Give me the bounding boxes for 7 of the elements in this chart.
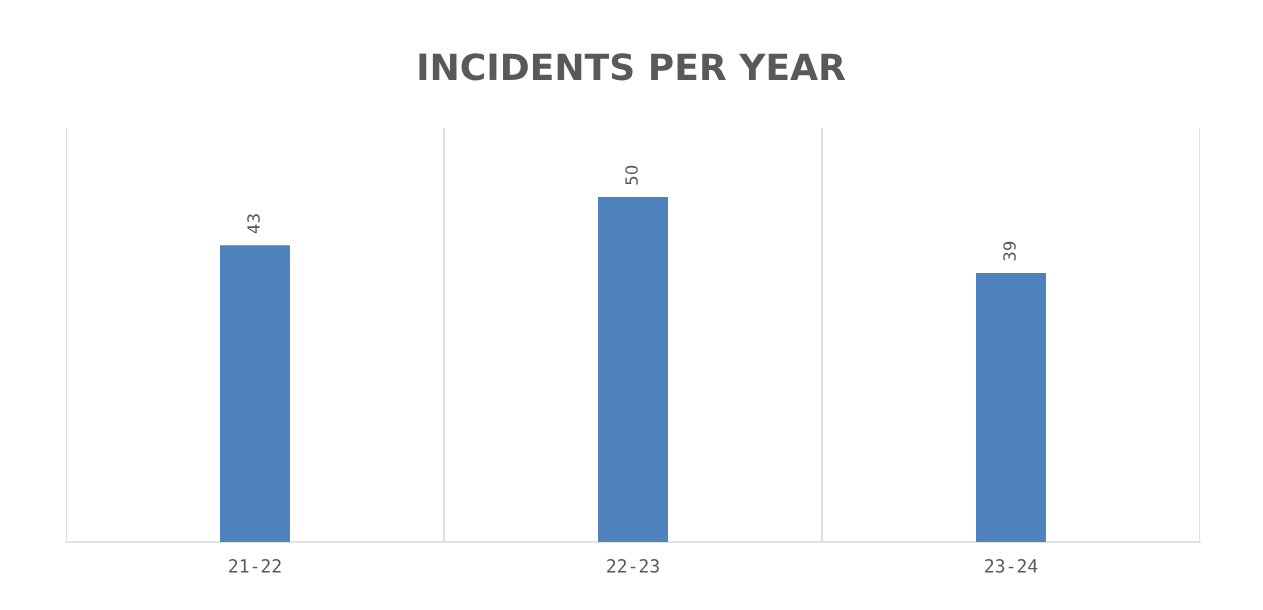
chart-title: INCIDENTS PER YEAR (419, 53, 846, 81)
data-label: 43 (247, 214, 260, 234)
x-tick-label: 21-22 (229, 559, 281, 573)
data-label: 50 (625, 165, 638, 185)
x-tick-label: 23-24 (985, 559, 1038, 573)
x-tick-label: 22-23 (607, 559, 659, 573)
data-label: 39 (1003, 241, 1016, 261)
